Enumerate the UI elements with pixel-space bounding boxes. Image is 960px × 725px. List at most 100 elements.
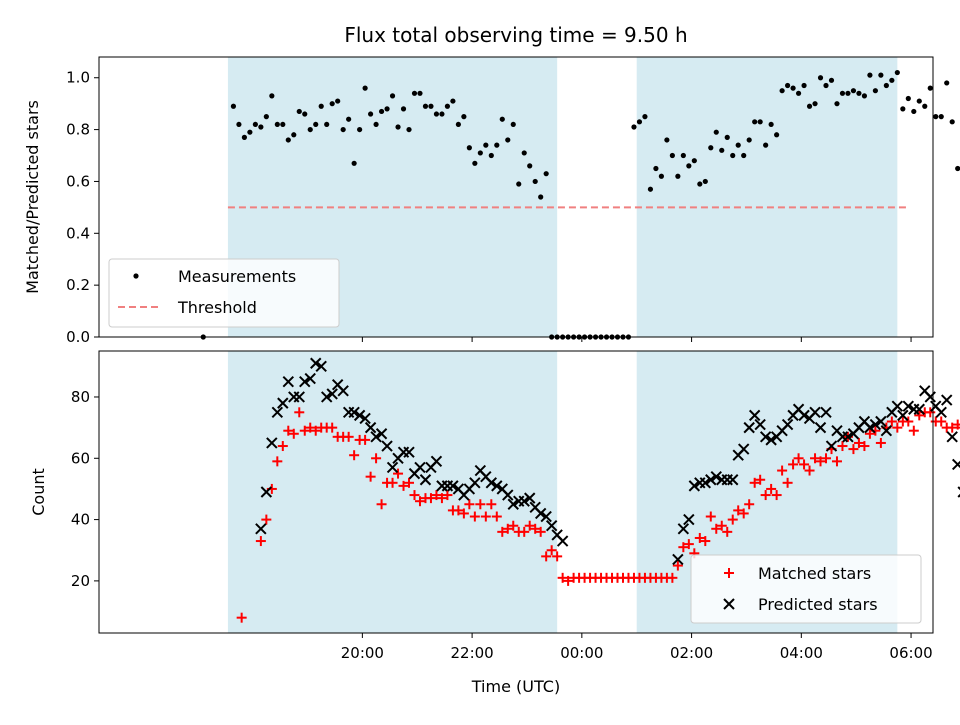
measurement-point [861, 93, 868, 99]
measurement-point [658, 173, 665, 179]
measurement-point [784, 82, 791, 89]
measurement-point [949, 119, 955, 125]
predicted-star-point [781, 418, 794, 431]
bottom-y-tick-label: 20 [71, 572, 90, 590]
matched-star-point [305, 422, 316, 433]
matched-star-point [864, 428, 875, 439]
measurement-point [532, 178, 538, 185]
matched-star-point [952, 419, 960, 430]
legend-measurements-marker [133, 273, 139, 279]
x-tick-label: 00:00 [560, 644, 603, 662]
matched-star-point [475, 499, 486, 510]
measurement-point [543, 171, 549, 177]
predicted-star-point [951, 458, 960, 471]
measurement-point [955, 165, 960, 172]
top-legend-box [108, 258, 340, 328]
measurement-point [806, 103, 813, 109]
measurement-point [241, 134, 248, 140]
matched-star-point [508, 520, 519, 531]
measurement-point [389, 93, 396, 99]
predicted-star-point [825, 440, 838, 452]
measurement-point [801, 82, 807, 89]
predicted-star-point [759, 431, 772, 443]
measurement-point [302, 111, 308, 117]
measurement-point [346, 116, 352, 122]
predicted-star-point [260, 486, 273, 498]
matched-star-point [788, 459, 799, 470]
measurement-point [675, 173, 681, 179]
matched-star-point [815, 456, 826, 467]
matched-star-point [903, 416, 914, 427]
x-tick-label: 04:00 [780, 644, 823, 662]
predicted-star-point [310, 357, 322, 369]
x-axis-label: Time (UTC) [471, 677, 560, 696]
predicted-star-point [507, 498, 519, 510]
measurement-point [850, 88, 857, 94]
top-y-tick-label: 0.4 [66, 224, 90, 242]
matched-star-point [502, 523, 513, 534]
matched-star-point [552, 551, 563, 562]
measurement-point [274, 121, 280, 128]
measurement-point [252, 121, 258, 128]
measurement-point [236, 121, 242, 128]
predicted-star-point [491, 480, 503, 492]
measurement-point [313, 121, 319, 128]
matched-star-point [563, 575, 574, 586]
measurement-point [642, 114, 648, 120]
matched-star-point [299, 425, 310, 436]
measurement-point [883, 82, 889, 89]
count-points [236, 357, 960, 623]
predicted-star-point [419, 474, 432, 486]
predicted-star-point [765, 434, 777, 446]
predicted-star-point [737, 443, 750, 455]
measurement-point [439, 111, 445, 117]
bottom-shaded-interval-0 [227, 351, 558, 633]
matched-star-point [716, 520, 727, 531]
measurement-point [927, 85, 933, 91]
predicted-star-point [326, 388, 338, 400]
predicted-star-point [414, 461, 426, 474]
measurement-point [329, 101, 335, 107]
matched-star-point [541, 551, 552, 562]
matched-star-point [387, 477, 398, 488]
predicted-star-point [518, 495, 530, 507]
measurement-point [702, 178, 708, 185]
predicted-star-point [875, 415, 887, 428]
matched-star-point [678, 542, 689, 553]
legend-measurements-label: Measurements [178, 267, 296, 286]
predicted-star-point [430, 455, 443, 468]
matched-star-point [425, 493, 436, 504]
measurement-point [505, 137, 511, 143]
top-plot-frame [98, 56, 934, 338]
matched-star-point [694, 532, 705, 543]
matched-star-point [398, 480, 409, 491]
matched-star-point [755, 474, 766, 485]
matched-star-point [480, 511, 491, 522]
measurement-point [856, 90, 862, 96]
matched-star-point [404, 477, 415, 488]
bottom-legend-box [690, 554, 922, 624]
bottom-axis-ticks: 20 40 60 80 20:00 22:00 00:00 02:00 04:00 06:00 [71, 388, 933, 662]
measurement-point [636, 119, 643, 125]
matched-star-point [436, 493, 447, 504]
matched-star-point [947, 422, 958, 433]
matched-star-point [804, 465, 815, 476]
measurement-point [724, 134, 730, 140]
measurement-point [872, 88, 878, 94]
measurement-point [944, 80, 950, 86]
predicted-star-point [485, 477, 498, 489]
measurement-point [280, 121, 286, 128]
bottom-legend: Matched stars Predicted stars [690, 554, 922, 624]
measurement-point [812, 101, 818, 107]
matched-star-point [782, 477, 793, 488]
measurement-point [373, 121, 379, 128]
legend-plus-glyph [724, 568, 734, 578]
matched-star-point [519, 526, 530, 537]
matched-star-point [799, 459, 810, 470]
matched-star-point [272, 456, 283, 467]
matched-star-point [892, 422, 903, 433]
predicted-star-point [897, 409, 909, 422]
predicted-star-point [683, 513, 695, 526]
matched-star-point [848, 444, 859, 455]
